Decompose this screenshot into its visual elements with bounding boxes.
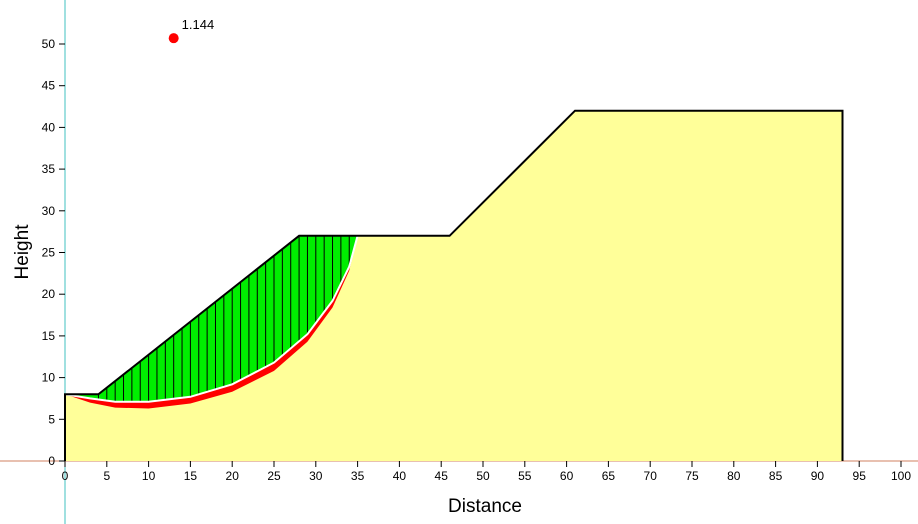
y-tick-label: 35: [42, 162, 56, 176]
slices-layer: [97, 235, 350, 402]
x-tick-label: 80: [727, 469, 741, 483]
sliding-mass-layer: [65, 235, 358, 402]
x-tick-label: 45: [435, 469, 449, 483]
x-tick-label: 55: [518, 469, 532, 483]
y-tick-label: 10: [42, 371, 56, 385]
x-tick-label: 90: [811, 469, 825, 483]
x-tick-label: 60: [560, 469, 574, 483]
x-tick-label: 10: [142, 469, 156, 483]
x-tick-label: 5: [103, 469, 110, 483]
x-tick-label: 100: [891, 469, 911, 483]
y-tick-label: 5: [48, 412, 55, 426]
x-tick-label: 85: [769, 469, 783, 483]
x-tick-label: 0: [62, 469, 69, 483]
factor-of-safety-label: 1.144: [182, 17, 215, 32]
x-tick-label: 75: [685, 469, 699, 483]
y-tick-label: 20: [42, 287, 56, 301]
y-tick-label: 30: [42, 204, 56, 218]
x-ticks: 0 5 10 15 20 25 30 35 40 45 50 55 60 65 70 75 80 85 90 95 10…: [62, 461, 911, 483]
x-tick-label: 70: [644, 469, 658, 483]
x-tick-label: 25: [267, 469, 281, 483]
x-tick-label: 65: [602, 469, 616, 483]
soil-region: [65, 110, 843, 461]
x-tick-label: 35: [351, 469, 365, 483]
sliding-mass: [65, 235, 358, 402]
x-tick-label: 20: [226, 469, 240, 483]
x-tick-label: 95: [853, 469, 867, 483]
y-tick-label: 45: [42, 79, 56, 93]
ground-profile-line: [64, 109, 844, 461]
y-tick-label: 50: [42, 37, 56, 51]
slip-center-point: [168, 33, 179, 44]
x-axis-title: Distance: [448, 496, 522, 517]
y-tick-label: 40: [42, 120, 56, 134]
y-tick-label: 0: [48, 454, 55, 468]
x-tick-label: 40: [393, 469, 407, 483]
y-axis-title: Height: [12, 224, 33, 280]
y-ticks: 0 5 10 15 20 25 30 35 40 45 50: [42, 37, 65, 468]
y-tick-label: 15: [42, 329, 56, 343]
x-tick-label: 50: [476, 469, 490, 483]
critical-slip-surface: [64, 235, 359, 403]
x-tick-label: 15: [184, 469, 198, 483]
x-tick-label: 30: [309, 469, 323, 483]
y-tick-label: 25: [42, 246, 56, 260]
